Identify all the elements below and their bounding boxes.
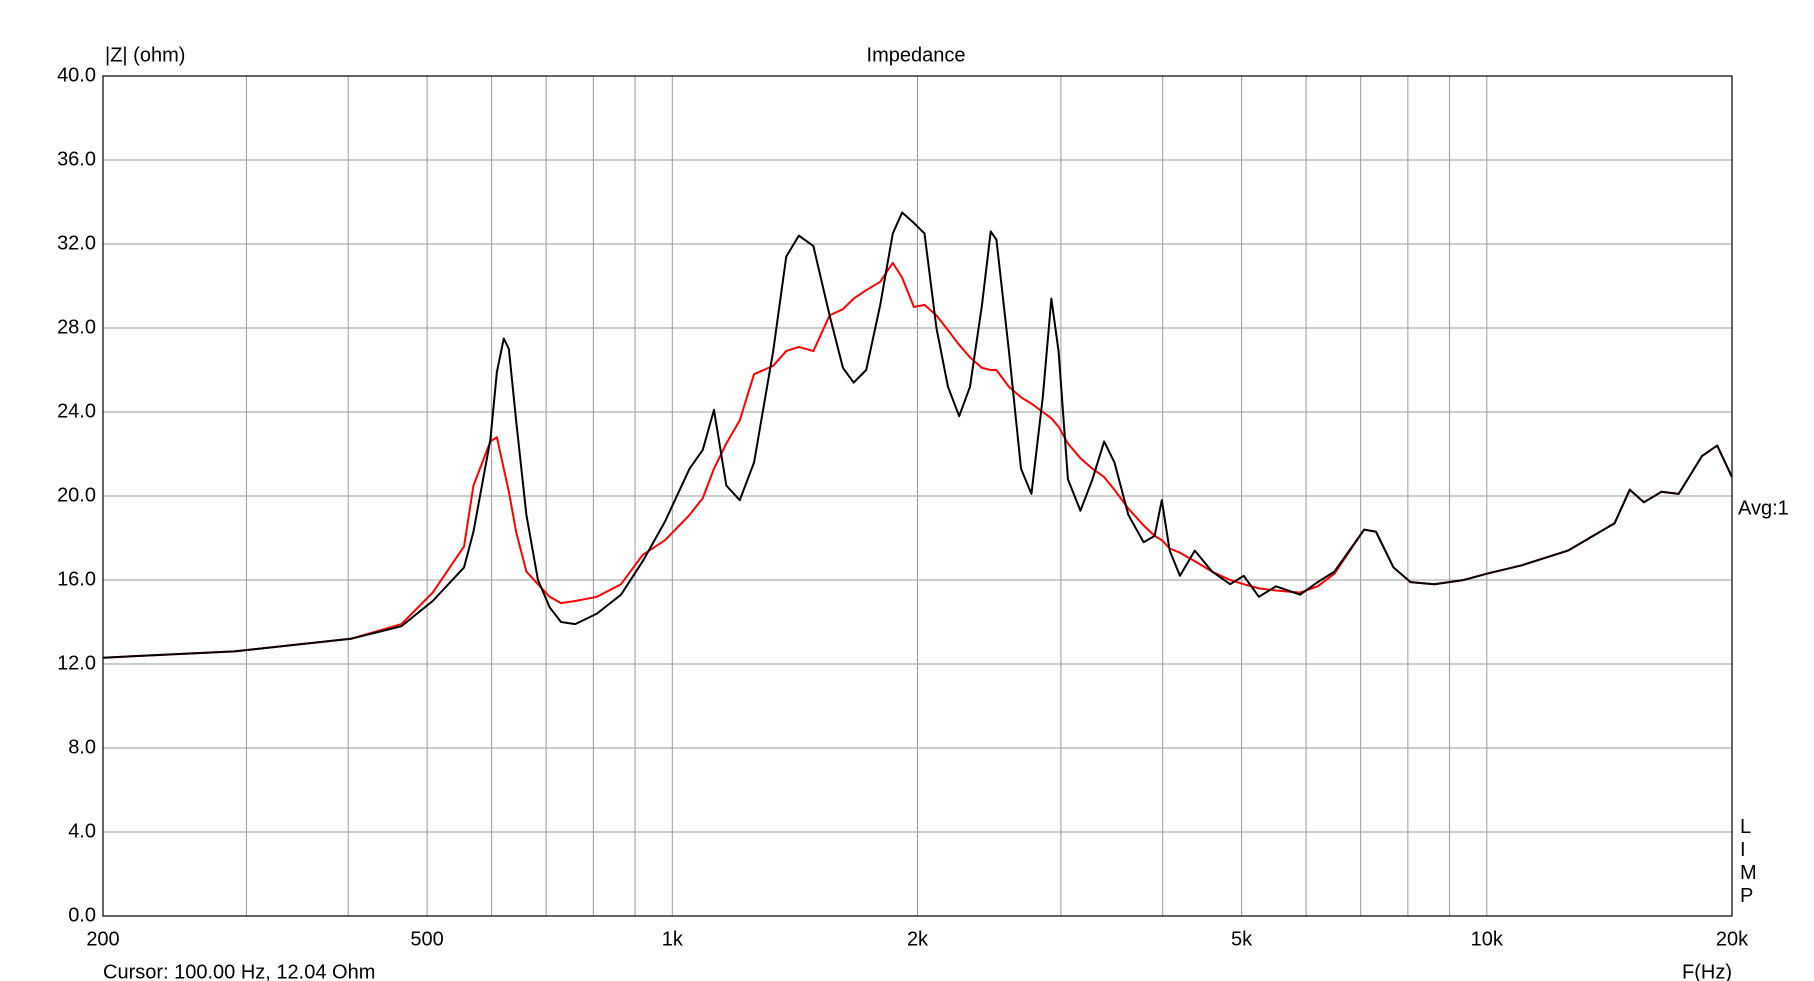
x-tick-label: 500	[410, 928, 443, 950]
y-tick-label: 20.0	[57, 484, 96, 506]
tick-labels: 0.0 4.0 8.0 12.0 16.0 20.0 24.0 28.0 32.0 36.0 40.…	[57, 64, 1749, 950]
y-tick-label: 24.0	[57, 400, 96, 422]
cursor-readout: Cursor: 100.00 Hz, 12.04 Ohm	[103, 961, 375, 981]
y-tick-label: 28.0	[57, 316, 96, 338]
y-tick-label: 4.0	[68, 820, 96, 842]
y-tick-label: 32.0	[57, 232, 96, 254]
x-tick-label: 10k	[1471, 928, 1504, 950]
y-tick-label: 0.0	[68, 904, 96, 926]
y-tick-label: 36.0	[57, 148, 96, 170]
y-tick-label: 12.0	[57, 652, 96, 674]
y-axis-label: |Z| (ohm)	[105, 44, 185, 66]
x-tick-label: 5k	[1231, 928, 1253, 950]
y-tick-label: 8.0	[68, 736, 96, 758]
chart-title: Impedance	[867, 44, 966, 66]
plot-lines	[102, 211, 1733, 659]
x-tick-label: 200	[86, 928, 119, 950]
y-tick-label: 40.0	[57, 64, 96, 86]
annotation: Avg:1	[1738, 497, 1789, 519]
x-tick-label: 20k	[1716, 928, 1749, 950]
x-tick-label: 1k	[662, 928, 684, 950]
series-line	[102, 211, 1733, 659]
plot-frame	[102, 75, 1733, 917]
x-tick-label: 2k	[907, 928, 929, 950]
x-axis-label: F(Hz)	[1682, 961, 1732, 981]
y-tick-label: 16.0	[57, 568, 96, 590]
